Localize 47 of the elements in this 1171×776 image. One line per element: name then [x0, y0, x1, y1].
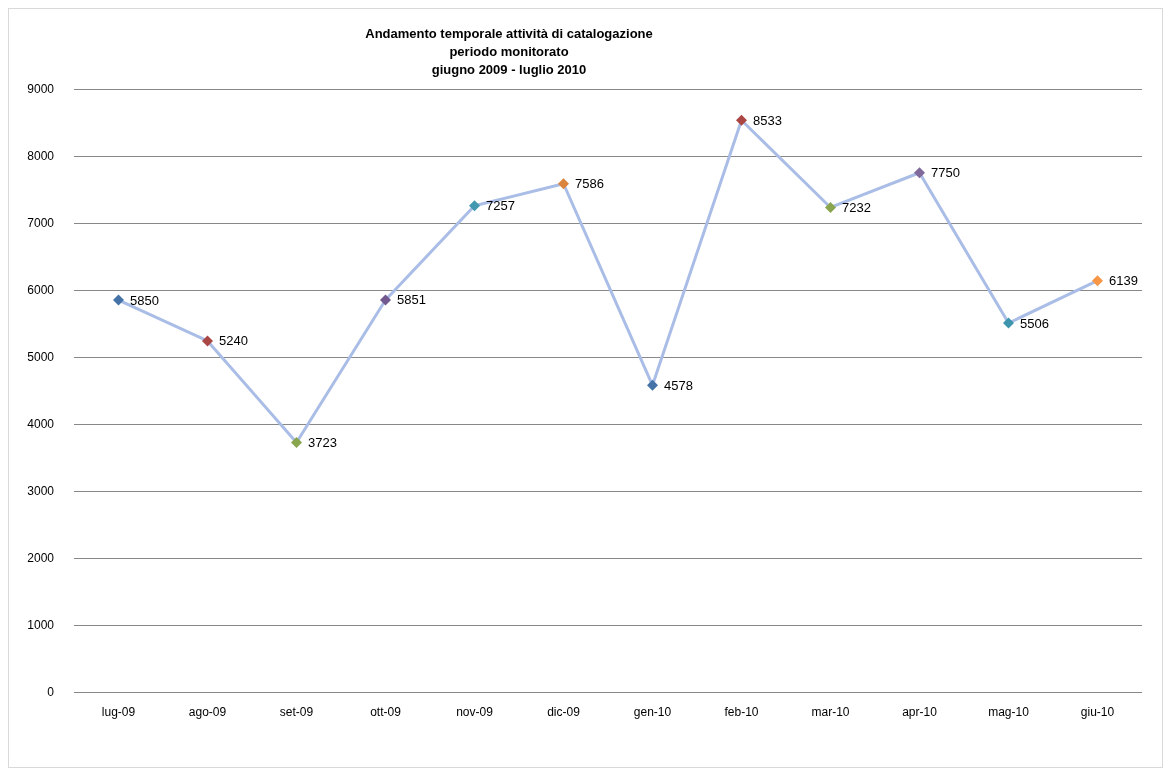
point	[113, 294, 124, 306]
data-label: 7750	[931, 165, 960, 181]
data-label: 5240	[219, 333, 248, 349]
y-tick-label: 6000	[27, 283, 55, 297]
chart-title: Andamento temporale attività di catalogazione periodo monitorato giugno 2009 - luglio 2010	[365, 25, 653, 77]
data-label: 3723	[308, 435, 337, 451]
y-tick-label: 1000	[27, 618, 55, 632]
point	[1092, 275, 1103, 287]
data-label: 6139	[1109, 273, 1138, 289]
x-tick-label: nov-09	[456, 705, 494, 719]
x-tick-label: dic-09	[547, 705, 581, 719]
y-tick-label: 8000	[27, 149, 55, 163]
data-label: 8533	[753, 112, 782, 128]
point	[1003, 317, 1014, 329]
point	[469, 200, 480, 212]
data-label: 5851	[397, 292, 426, 308]
y-tick-label: 0	[47, 685, 55, 699]
point	[558, 178, 569, 190]
y-tick-label: 5000	[27, 350, 55, 364]
x-tick-label: ago-09	[188, 705, 227, 719]
y-tick-label: 4000	[27, 417, 55, 431]
x-tick-label: mar-10	[811, 705, 850, 719]
point	[825, 201, 836, 213]
x-tick-label: ott-09	[370, 705, 402, 719]
point	[291, 437, 302, 449]
data-label: 7586	[575, 176, 604, 192]
point	[647, 379, 658, 391]
point	[914, 167, 925, 179]
x-tick-label: gen-10	[633, 705, 672, 719]
y-tick-label: 7000	[27, 216, 55, 230]
x-tick-label: feb-10	[724, 705, 759, 719]
x-tick-label: giu-10	[1080, 705, 1115, 719]
data-label: 5506	[1020, 315, 1049, 331]
x-tick-label: mag-10	[988, 705, 1030, 719]
y-tick-label: 9000	[27, 82, 55, 96]
data-label: 7232	[842, 199, 871, 215]
x-tick-label: apr-10	[902, 705, 938, 719]
data-label: 5850	[130, 292, 159, 308]
point	[380, 294, 391, 306]
data-label: 4578	[664, 377, 693, 393]
y-tick-label: 3000	[27, 484, 55, 498]
data-label: 7257	[486, 198, 515, 214]
x-tick-label: lug-09	[101, 705, 136, 719]
point	[736, 114, 747, 126]
y-tick-label: 2000	[27, 551, 55, 565]
point	[202, 335, 213, 347]
x-tick-label: set-09	[279, 705, 314, 719]
